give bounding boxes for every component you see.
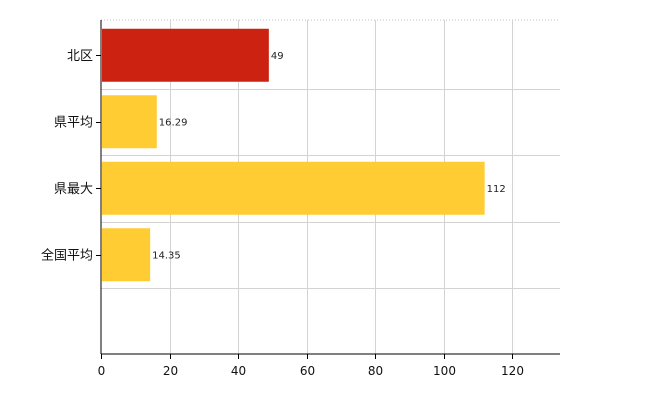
data-label: 112 bbox=[487, 184, 506, 195]
category-label: 県最大 bbox=[54, 182, 93, 197]
x-tick-label: 40 bbox=[231, 364, 246, 378]
x-tick-label: 0 bbox=[98, 364, 106, 378]
data-label: 49 bbox=[271, 51, 284, 62]
category-label: 全国平均 bbox=[41, 247, 93, 263]
labels: 0 20 40 60 80 100 120 北区 49 県平均 16.29 県最大 112 全国平均 14.… bbox=[41, 49, 524, 378]
category-label: 北区 bbox=[67, 49, 93, 64]
bar bbox=[102, 95, 157, 149]
x-tick-label: 120 bbox=[501, 364, 524, 378]
data-label: 16.29 bbox=[159, 117, 188, 128]
bar bbox=[102, 228, 151, 282]
bar bbox=[102, 28, 269, 82]
bar bbox=[102, 161, 485, 215]
category-label: 県平均 bbox=[54, 115, 93, 130]
x-tick-label: 80 bbox=[368, 364, 383, 378]
x-tick-label: 100 bbox=[433, 364, 456, 378]
data-label: 14.35 bbox=[152, 250, 181, 261]
bars bbox=[102, 28, 485, 282]
axes bbox=[96, 20, 560, 359]
x-tick-label: 20 bbox=[163, 364, 178, 378]
x-tick-label: 60 bbox=[300, 364, 315, 378]
